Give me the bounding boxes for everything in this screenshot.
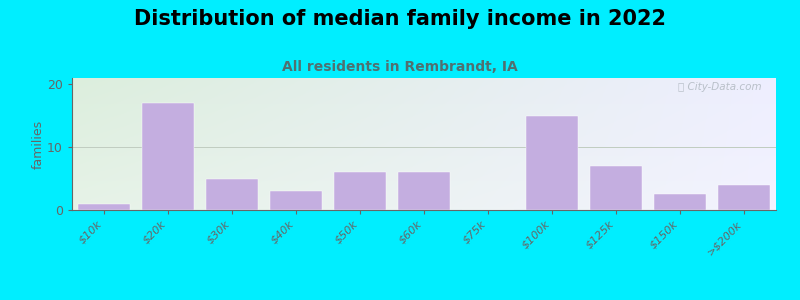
Bar <box>142 103 194 210</box>
Bar <box>78 204 130 210</box>
Text: Distribution of median family income in 2022: Distribution of median family income in … <box>134 9 666 29</box>
Bar <box>270 191 322 210</box>
Text: ⓘ City-Data.com: ⓘ City-Data.com <box>678 82 762 92</box>
Y-axis label: families: families <box>31 119 44 169</box>
Bar <box>398 172 450 210</box>
Bar <box>590 166 642 210</box>
Text: All residents in Rembrandt, IA: All residents in Rembrandt, IA <box>282 60 518 74</box>
Bar <box>654 194 706 210</box>
Bar <box>526 116 578 210</box>
Bar <box>334 172 386 210</box>
Bar <box>718 185 770 210</box>
Bar <box>206 178 258 210</box>
